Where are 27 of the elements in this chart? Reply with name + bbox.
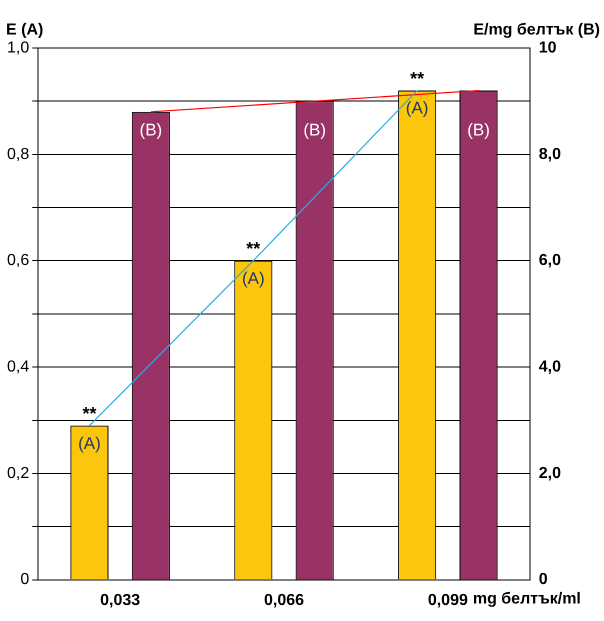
y2-tick-label: 0 xyxy=(538,571,548,588)
annotation: ** xyxy=(82,404,96,424)
data-label: (A) xyxy=(242,268,265,288)
data-label: (A) xyxy=(406,98,428,118)
y2-tick-label: 4,0 xyxy=(538,358,562,376)
y-tick-label: 0 xyxy=(20,571,30,588)
y2-axis-title: E/mg белтък (B) xyxy=(473,21,600,38)
y-axis-title: E (A) xyxy=(6,21,44,38)
y-tick-label: 0,2 xyxy=(6,464,30,482)
data-label: (B) xyxy=(467,120,490,140)
y-tick-label: 1,0 xyxy=(6,39,30,56)
data-label: (B) xyxy=(140,120,162,140)
x-axis-title: mg белтък/ml xyxy=(472,590,581,608)
y-tick-label: 0,8 xyxy=(6,146,30,163)
y2-tick-label: 10 xyxy=(538,39,557,56)
annotation: ** xyxy=(246,238,260,259)
data-label: (B) xyxy=(303,120,326,140)
y-tick-label: 0,6 xyxy=(6,252,30,270)
y2-tick-label: 2,0 xyxy=(538,464,562,482)
y-tick-label: 0,4 xyxy=(6,358,30,376)
x-tick-label: 0,099 xyxy=(428,592,468,609)
x-tick-label: 0,033 xyxy=(100,592,140,609)
annotation: ** xyxy=(410,68,424,89)
data-label: (A) xyxy=(78,434,101,453)
x-tick-label: 0,066 xyxy=(264,592,304,609)
y2-tick-label: 6,0 xyxy=(538,252,562,270)
y2-tick-label: 8,0 xyxy=(538,146,562,163)
